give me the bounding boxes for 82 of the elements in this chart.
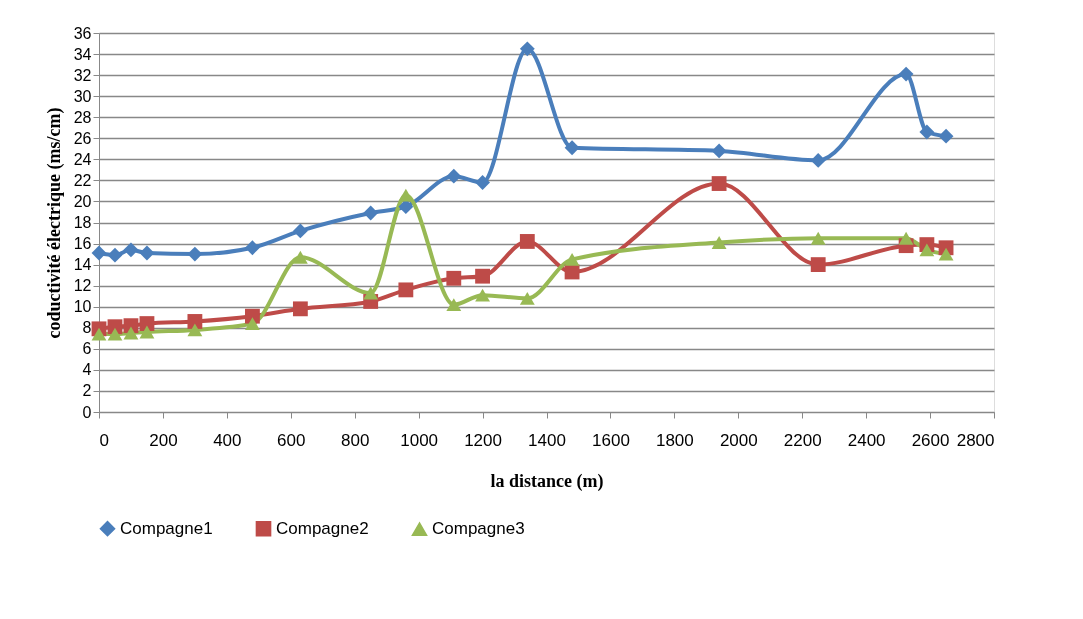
legend-label: Compagne2 bbox=[276, 518, 369, 538]
point bbox=[363, 205, 379, 221]
x-tick-label: 2000 bbox=[719, 430, 758, 450]
point bbox=[398, 199, 414, 215]
point bbox=[187, 314, 203, 329]
y-tick-label: 14 bbox=[73, 256, 92, 274]
x-tick-label: 1400 bbox=[528, 430, 566, 450]
x-tick-label: 2600 bbox=[911, 430, 950, 450]
y-tick-label: 0 bbox=[82, 403, 92, 421]
point bbox=[711, 143, 727, 159]
point bbox=[139, 245, 155, 261]
point bbox=[446, 298, 462, 312]
point bbox=[519, 234, 535, 249]
x-tick-label: 2800 bbox=[956, 430, 995, 450]
x-axis-title: la distance (m) bbox=[490, 470, 604, 492]
y-tick-label: 36 bbox=[73, 24, 92, 42]
point bbox=[898, 231, 914, 245]
point bbox=[91, 327, 107, 341]
x-tick-label: 1800 bbox=[655, 430, 694, 450]
point bbox=[898, 66, 914, 82]
point bbox=[711, 236, 727, 249]
y-tick-label: 30 bbox=[73, 87, 92, 105]
point bbox=[475, 288, 490, 302]
point bbox=[245, 317, 260, 330]
point bbox=[187, 246, 203, 262]
y-tick-label: 8 bbox=[82, 319, 92, 337]
x-tick-label: 1200 bbox=[464, 430, 502, 450]
point bbox=[938, 247, 954, 261]
point bbox=[107, 247, 123, 263]
point bbox=[810, 257, 826, 273]
point bbox=[810, 152, 826, 168]
point bbox=[564, 140, 580, 156]
point bbox=[475, 268, 490, 284]
y-tick-label: 32 bbox=[73, 66, 92, 84]
point bbox=[123, 242, 139, 258]
point bbox=[292, 301, 308, 317]
y-tick-label: 20 bbox=[73, 192, 92, 210]
x-tick-label: 200 bbox=[149, 430, 178, 450]
y-tick-label: 12 bbox=[73, 277, 92, 295]
point bbox=[938, 128, 954, 144]
point bbox=[187, 323, 203, 337]
legend-label: Compagne3 bbox=[432, 519, 525, 539]
y-tick-label: 26 bbox=[73, 129, 92, 147]
y-tick-label: 10 bbox=[73, 298, 92, 316]
point bbox=[919, 124, 935, 140]
point bbox=[446, 270, 462, 286]
legend-label: Compagne1 bbox=[120, 518, 213, 538]
point bbox=[363, 286, 379, 300]
y-tick-label: 18 bbox=[73, 214, 92, 231]
y-tick-label: 4 bbox=[82, 361, 92, 379]
point bbox=[519, 41, 535, 57]
y-tick-label: 34 bbox=[73, 45, 92, 63]
point bbox=[292, 223, 308, 239]
point bbox=[446, 168, 462, 184]
point bbox=[810, 231, 826, 245]
point bbox=[519, 291, 535, 305]
y-tick-label: 2 bbox=[82, 382, 92, 400]
x-tick-label: 0 bbox=[99, 430, 109, 450]
point bbox=[919, 243, 935, 257]
x-tick-label: 1000 bbox=[400, 430, 439, 450]
x-tick-label: 600 bbox=[277, 430, 306, 450]
point bbox=[123, 326, 139, 340]
point bbox=[564, 252, 580, 266]
point bbox=[398, 282, 414, 298]
point bbox=[107, 327, 123, 341]
point bbox=[292, 250, 308, 264]
point bbox=[245, 240, 260, 256]
y-axis-title: coductivité électrique (ms/cm) bbox=[43, 107, 65, 339]
x-tick-label: 2400 bbox=[847, 430, 886, 450]
point bbox=[475, 175, 490, 190]
y-tick-label: 24 bbox=[73, 150, 92, 168]
y-tick-label: 22 bbox=[73, 171, 92, 189]
y-tick-label: 6 bbox=[82, 340, 92, 358]
y-tick-label: 28 bbox=[73, 108, 92, 126]
point bbox=[139, 325, 155, 339]
x-tick-label: 1600 bbox=[592, 430, 630, 450]
x-tick-label: 2200 bbox=[783, 430, 822, 450]
x-tick-label: 800 bbox=[341, 430, 370, 450]
x-tick-label: 400 bbox=[213, 430, 242, 450]
y-tick-label: 16 bbox=[73, 235, 92, 253]
point bbox=[91, 245, 107, 261]
point bbox=[711, 176, 727, 191]
